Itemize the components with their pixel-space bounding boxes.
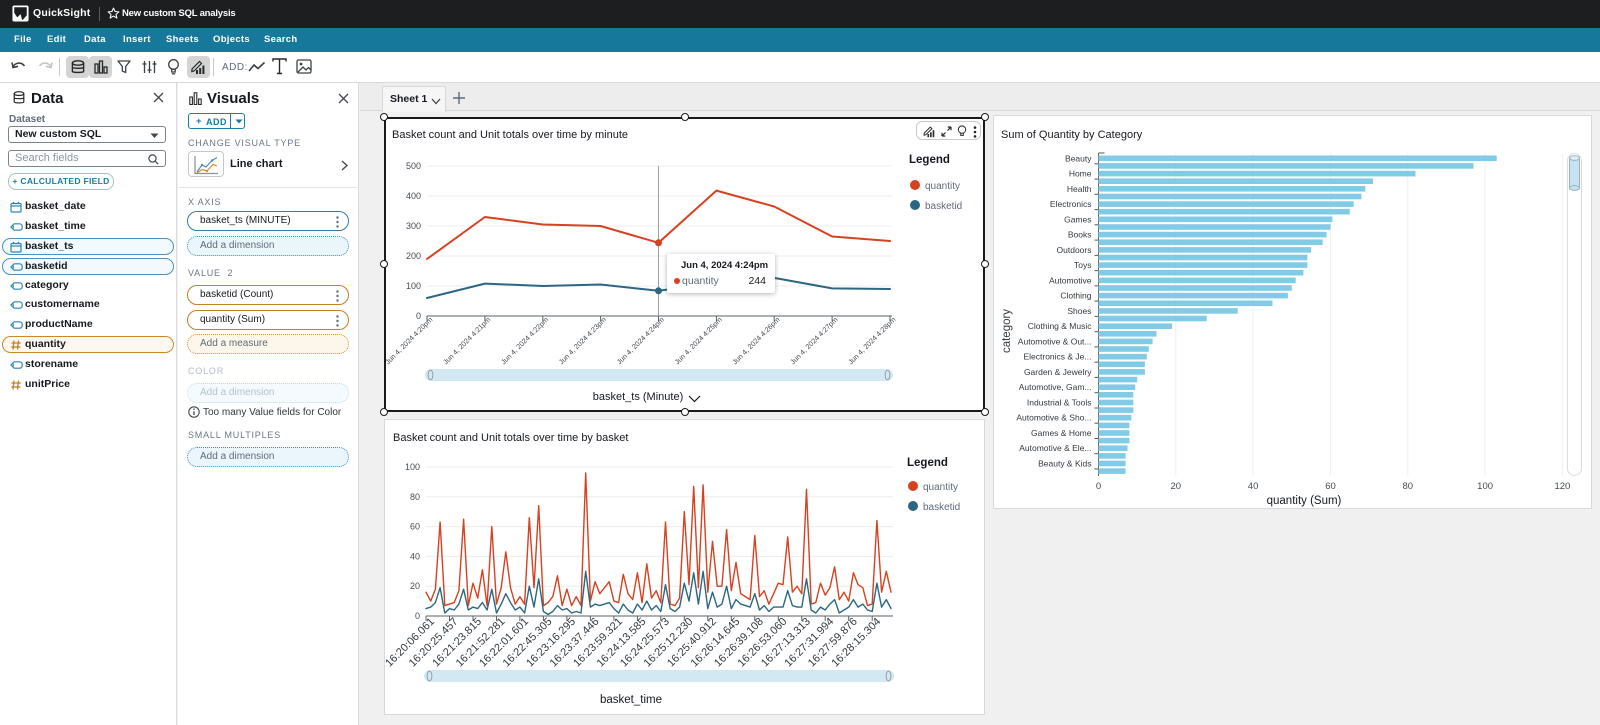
svg-text:Automotive & Out...: Automotive & Out...: [1018, 336, 1092, 346]
svg-text:60: 60: [410, 522, 420, 532]
svg-text:Jun 4, 2024 4:20pm: Jun 4, 2024 4:20pm: [386, 315, 434, 366]
svg-text:400: 400: [406, 191, 421, 201]
svg-text:Clothing & Music: Clothing & Music: [1028, 321, 1093, 331]
svg-text:Jun 4, 2024 4:27pm: Jun 4, 2024 4:27pm: [788, 315, 839, 366]
svg-text:Games: Games: [1064, 214, 1091, 224]
svg-text:Automotive & Sho...: Automotive & Sho...: [1016, 413, 1091, 423]
svg-text:Automotive & Ele...: Automotive & Ele...: [1019, 443, 1091, 453]
svg-text:60: 60: [1325, 481, 1336, 492]
svg-text:500: 500: [406, 161, 421, 171]
svg-text:120: 120: [1554, 481, 1570, 492]
svg-text:Legend: Legend: [907, 457, 948, 469]
svg-text:200: 200: [406, 251, 421, 261]
svg-text:basketid: basketid: [923, 502, 960, 513]
svg-text:40: 40: [410, 551, 420, 561]
svg-text:Jun 4, 2024 4:25pm: Jun 4, 2024 4:25pm: [673, 315, 724, 366]
svg-text:Garden & Jewelry: Garden & Jewelry: [1024, 367, 1092, 377]
svg-text:20: 20: [410, 581, 420, 591]
svg-text:Books: Books: [1068, 230, 1092, 240]
svg-text:0: 0: [415, 611, 420, 621]
svg-text:Jun 4, 2024 4:21pm: Jun 4, 2024 4:21pm: [441, 315, 492, 366]
svg-text:Legend: Legend: [909, 154, 950, 166]
svg-text:80: 80: [1403, 481, 1414, 492]
svg-text:Jun 4, 2024 4:23pm: Jun 4, 2024 4:23pm: [557, 315, 608, 366]
svg-text:300: 300: [406, 221, 421, 231]
svg-text:basketid: basketid: [925, 201, 962, 212]
svg-text:basket_time: basket_time: [600, 694, 662, 706]
svg-text:Home: Home: [1069, 169, 1092, 179]
svg-text:Games & Home: Games & Home: [1031, 428, 1092, 438]
svg-text:Toys: Toys: [1074, 260, 1091, 270]
svg-text:20: 20: [1171, 481, 1182, 492]
svg-text:quantity: quantity: [925, 181, 960, 192]
svg-text:Electronics: Electronics: [1050, 199, 1092, 209]
svg-text:Beauty: Beauty: [1065, 153, 1092, 163]
svg-text:40: 40: [1248, 481, 1259, 492]
svg-text:basket_ts (Minute): basket_ts (Minute): [593, 391, 683, 403]
svg-text:Industrial & Tools: Industrial & Tools: [1027, 398, 1092, 408]
svg-text:100: 100: [1477, 481, 1493, 492]
svg-text:Jun 4, 2024 4:24pm: Jun 4, 2024 4:24pm: [615, 315, 666, 366]
svg-text:Automotive: Automotive: [1049, 275, 1092, 285]
svg-text:Jun 4, 2024 4:26pm: Jun 4, 2024 4:26pm: [730, 315, 781, 366]
svg-text:100: 100: [405, 462, 420, 472]
svg-text:0: 0: [416, 311, 421, 321]
svg-text:Jun 4, 2024 4:28pm: Jun 4, 2024 4:28pm: [846, 315, 897, 366]
svg-text:0: 0: [1096, 481, 1101, 492]
svg-text:Jun 4, 2024 4:22pm: Jun 4, 2024 4:22pm: [499, 315, 550, 366]
svg-text:Shoes: Shoes: [1067, 306, 1091, 316]
svg-text:Outdoors: Outdoors: [1057, 245, 1092, 255]
svg-text:100: 100: [406, 281, 421, 291]
svg-text:Beauty & Kids: Beauty & Kids: [1038, 459, 1091, 469]
svg-text:Health: Health: [1067, 184, 1092, 194]
svg-text:quantity (Sum): quantity (Sum): [1267, 495, 1342, 507]
svg-text:Electronics & Je...: Electronics & Je...: [1023, 352, 1091, 362]
svg-text:quantity: quantity: [923, 482, 958, 493]
svg-text:category: category: [1001, 309, 1013, 353]
svg-text:80: 80: [410, 492, 420, 502]
svg-text:Automotive, Gam...: Automotive, Gam...: [1019, 382, 1092, 392]
svg-text:Clothing: Clothing: [1060, 291, 1091, 301]
